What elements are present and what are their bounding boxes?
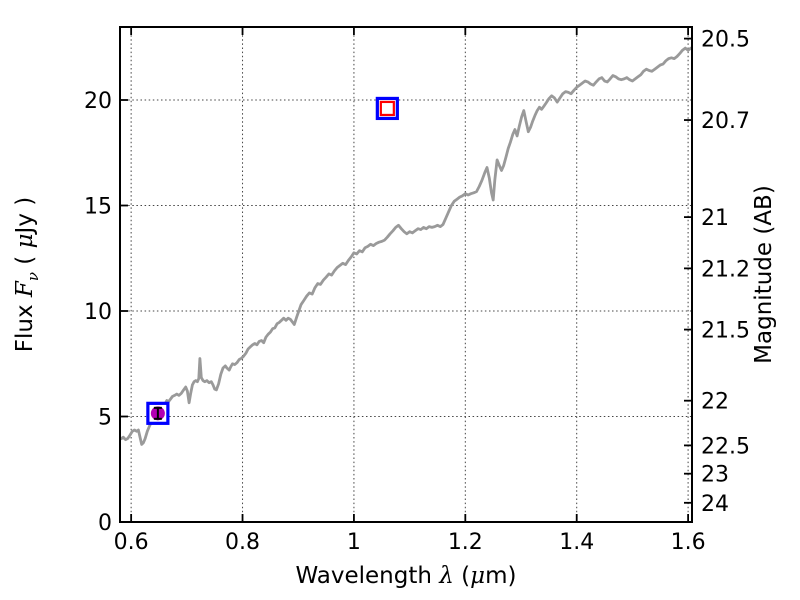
mag-tick-label: 24 [701,492,729,517]
x-axis-title-part: λ [438,563,454,589]
galaxy-spectrum [119,46,693,446]
flux-tick-label: 10 [84,300,112,325]
mag-tick-label: 21.5 [701,319,750,344]
y-axis-title-left-part: μ [12,233,38,248]
x-tick-label: 1.2 [448,530,483,555]
mag-tick-label: 21.2 [701,257,750,282]
flux-tick-label: 0 [98,511,112,536]
axes-frame [119,26,693,523]
x-tick-label: 1 [347,530,361,555]
model-flux-square [379,100,395,117]
mag-tick-label: 22.5 [701,434,750,459]
flux-tick-label: 15 [84,195,112,220]
y-axis-title-left-part: F [12,280,38,298]
y-axis-title-right: Magnitude (AB) [751,185,777,364]
x-axis-title-part: Wavelength [296,563,440,589]
y-axis-title-left: Flux Fν ( μJy ) [12,197,42,352]
x-tick-label: 1.4 [559,530,594,555]
mag-tick-label: 23 [701,463,729,488]
y-axis-title-left-part: Flux [12,297,38,352]
y-axis-title-left-part: Jy ) [12,197,38,236]
flux-tick-label: 5 [98,406,112,431]
mag-tick-label: 22 [701,390,729,415]
mag-tick-label: 20.7 [701,109,750,134]
x-tick-label: 1.6 [671,530,706,555]
y-axis-title-left-part: ( [12,248,38,272]
y-axis-title-right-part: Magnitude (AB) [751,185,777,364]
x-axis-title-part: ( [454,563,470,589]
flux-tick-label: 20 [84,89,112,114]
x-axis-title-part: m) [485,563,516,589]
x-tick-label: 0.6 [114,530,149,555]
x-axis-title: Wavelength λ (μm) [296,563,517,589]
y-axis-title-left-part: ν [24,272,42,281]
x-tick-label: 0.8 [225,530,260,555]
mag-tick-label: 20.5 [701,28,750,53]
mag-tick-label: 21 [701,206,729,231]
x-axis-title-part: μ [470,563,485,589]
